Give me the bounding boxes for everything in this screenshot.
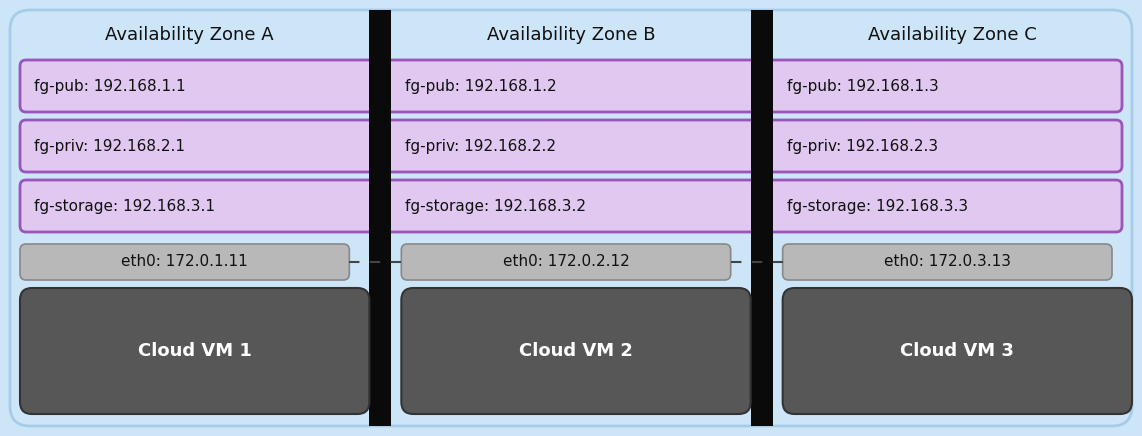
Bar <box>369 58 392 114</box>
Text: eth0: 172.0.1.11: eth0: 172.0.1.11 <box>121 255 248 269</box>
Bar <box>750 58 773 114</box>
Text: Availability Zone B: Availability Zone B <box>486 26 656 44</box>
FancyBboxPatch shape <box>21 120 1121 172</box>
FancyBboxPatch shape <box>21 288 369 414</box>
Text: fg-pub: 192.168.1.2: fg-pub: 192.168.1.2 <box>405 78 557 93</box>
Bar <box>369 118 392 174</box>
FancyBboxPatch shape <box>782 288 1132 414</box>
Text: fg-storage: 192.168.3.2: fg-storage: 192.168.3.2 <box>405 198 586 214</box>
Bar <box>369 178 392 234</box>
FancyBboxPatch shape <box>21 180 1121 232</box>
Bar <box>369 10 392 426</box>
Text: Cloud VM 2: Cloud VM 2 <box>520 342 633 360</box>
Text: fg-storage: 192.168.3.1: fg-storage: 192.168.3.1 <box>34 198 215 214</box>
FancyBboxPatch shape <box>401 244 731 280</box>
Text: eth0: 172.0.2.12: eth0: 172.0.2.12 <box>502 255 629 269</box>
FancyBboxPatch shape <box>401 288 750 414</box>
Bar <box>750 118 773 174</box>
Text: fg-pub: 192.168.1.3: fg-pub: 192.168.1.3 <box>787 78 939 93</box>
Text: Cloud VM 3: Cloud VM 3 <box>900 342 1014 360</box>
Text: fg-storage: 192.168.3.3: fg-storage: 192.168.3.3 <box>787 198 967 214</box>
FancyBboxPatch shape <box>782 244 1112 280</box>
Text: Availability Zone C: Availability Zone C <box>868 26 1037 44</box>
FancyBboxPatch shape <box>21 60 1121 112</box>
Text: fg-priv: 192.168.2.1: fg-priv: 192.168.2.1 <box>34 139 185 153</box>
Text: fg-priv: 192.168.2.2: fg-priv: 192.168.2.2 <box>405 139 556 153</box>
Bar <box>750 10 773 426</box>
FancyBboxPatch shape <box>21 244 349 280</box>
Text: Cloud VM 1: Cloud VM 1 <box>138 342 251 360</box>
Bar <box>750 178 773 234</box>
Text: Availability Zone A: Availability Zone A <box>105 26 274 44</box>
Text: eth0: 172.0.3.13: eth0: 172.0.3.13 <box>884 255 1011 269</box>
Text: fg-priv: 192.168.2.3: fg-priv: 192.168.2.3 <box>787 139 938 153</box>
Text: fg-pub: 192.168.1.1: fg-pub: 192.168.1.1 <box>34 78 186 93</box>
FancyBboxPatch shape <box>10 10 1132 426</box>
